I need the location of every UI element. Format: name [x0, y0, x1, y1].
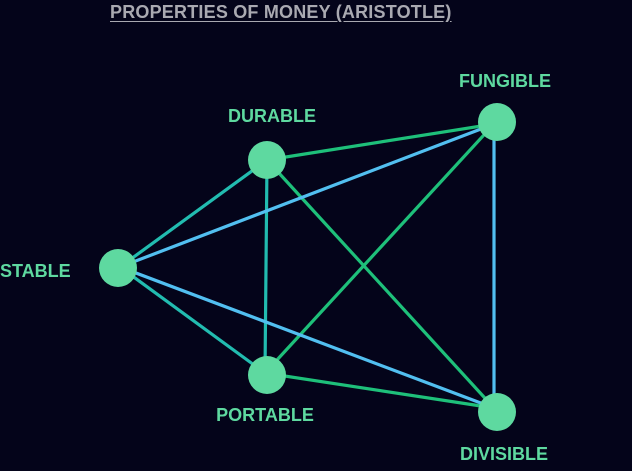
node-label-stable: STABLE [0, 261, 71, 281]
edge-stable-divisible [118, 265, 496, 410]
node-label-portable: PORTABLE [216, 405, 314, 425]
edge-portable-fungible [263, 122, 496, 375]
edge-stable-fungible [118, 122, 496, 269]
node-portable [248, 356, 286, 394]
node-durable [248, 141, 286, 179]
node-label-divisible: DIVISIBLE [460, 444, 548, 464]
nodes-layer [99, 103, 516, 431]
node-fungible [478, 103, 516, 141]
node-divisible [478, 393, 516, 431]
node-stable [99, 249, 137, 287]
edge-portable-divisible [263, 371, 496, 410]
edge-stable-durable [118, 158, 269, 269]
node-label-durable: DURABLE [228, 106, 316, 126]
edge-stable-portable [118, 265, 267, 375]
edge-durable-fungible [265, 122, 496, 162]
node-label-fungible: FUNGIBLE [459, 71, 551, 91]
labels-layer: DURABLE FUNGIBLE STABLE PORTABLE DIVISIBLE [0, 71, 551, 464]
edge-durable-portable [263, 158, 269, 375]
edges-layer [118, 122, 496, 410]
page-title: PROPERTIES OF MONEY (ARISTOTLE) [110, 2, 452, 22]
edge-durable-divisible [265, 158, 496, 410]
